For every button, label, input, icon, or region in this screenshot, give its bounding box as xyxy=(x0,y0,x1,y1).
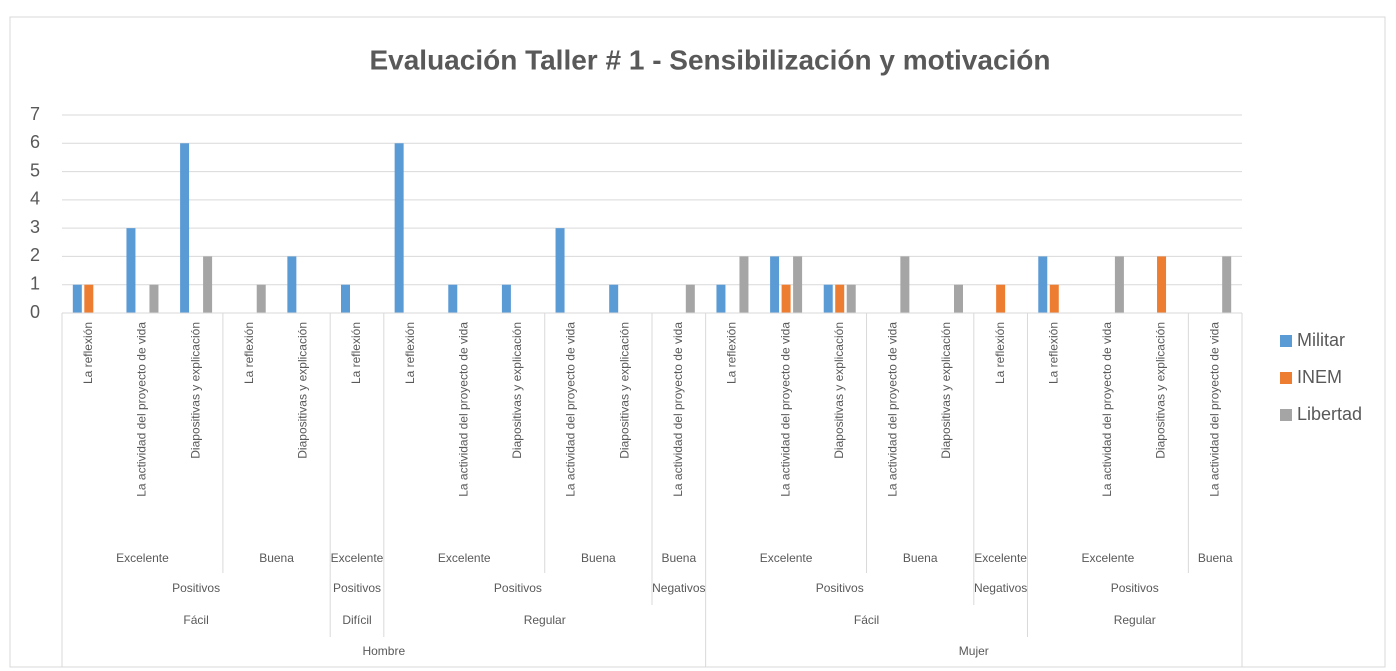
group-label: Positivos xyxy=(333,581,381,595)
group-label: Excelente xyxy=(760,551,813,565)
legend-label: INEM xyxy=(1297,367,1342,387)
group-label: Excelente xyxy=(438,551,491,565)
bar xyxy=(555,228,565,313)
x-tick-label: La actividad del proyecto de vida xyxy=(778,322,792,497)
bar xyxy=(126,228,136,313)
group-label: Negativos xyxy=(652,581,705,595)
bar xyxy=(1222,256,1232,313)
x-tick-label: La reflexión xyxy=(1046,322,1060,384)
legend-label: Libertad xyxy=(1297,404,1362,424)
bar xyxy=(501,284,511,313)
x-tick-label: La reflexión xyxy=(81,322,95,384)
legend-swatch xyxy=(1280,335,1292,347)
y-tick-label: 7 xyxy=(30,104,40,124)
group-label: Positivos xyxy=(816,581,864,595)
y-tick-label: 6 xyxy=(30,132,40,152)
group-label: Excelente xyxy=(331,551,384,565)
bar xyxy=(394,143,404,313)
x-tick-label: La actividad del proyecto de vida xyxy=(456,322,470,497)
x-tick-label: Diapositivas y explicación xyxy=(832,322,846,459)
legend-label: Militar xyxy=(1297,330,1345,350)
legend-swatch xyxy=(1280,372,1292,384)
x-tick-label: La reflexión xyxy=(349,322,363,384)
bar xyxy=(900,256,910,313)
x-tick-label: La reflexión xyxy=(725,322,739,384)
bar xyxy=(341,284,350,313)
bar xyxy=(1157,256,1167,313)
x-tick-label: Diapositivas y explicación xyxy=(296,322,310,459)
x-tick-label: La reflexión xyxy=(242,322,256,384)
bar xyxy=(835,284,845,313)
group-label: Positivos xyxy=(1111,581,1159,595)
group-label: Excelente xyxy=(1082,551,1135,565)
group-label: Buena xyxy=(903,551,938,565)
bar xyxy=(739,256,749,313)
group-label: Buena xyxy=(259,551,294,565)
bar xyxy=(846,284,856,313)
bar xyxy=(72,284,82,313)
group-label: Mujer xyxy=(959,644,989,658)
legend-swatch xyxy=(1280,409,1292,421)
bar xyxy=(1038,256,1048,313)
bar xyxy=(448,284,458,313)
group-label: Excelente xyxy=(974,551,1027,565)
bar xyxy=(1114,256,1124,313)
x-tick-label: La actividad del proyecto de vida xyxy=(564,322,578,497)
x-tick-label: La actividad del proyecto de vida xyxy=(886,322,900,497)
x-tick-label: La reflexión xyxy=(993,322,1007,384)
y-tick-label: 4 xyxy=(30,189,40,209)
x-tick-label: Diapositivas y explicación xyxy=(510,322,524,459)
chart-frame xyxy=(9,16,1386,668)
group-label: Buena xyxy=(581,551,616,565)
y-tick-label: 5 xyxy=(30,160,40,180)
group-label: Buena xyxy=(661,551,696,565)
y-tick-label: 1 xyxy=(30,273,40,293)
bar xyxy=(781,284,791,313)
group-label: Positivos xyxy=(494,581,542,595)
bar xyxy=(203,256,213,313)
bar xyxy=(84,284,94,313)
group-label: Fácil xyxy=(854,613,879,627)
y-tick-label: 0 xyxy=(30,302,40,322)
group-label: Fácil xyxy=(183,613,208,627)
bar xyxy=(716,284,726,313)
bar xyxy=(1049,284,1059,313)
x-tick-label: Diapositivas y explicación xyxy=(188,322,202,459)
x-tick-label: Diapositivas y explicación xyxy=(1154,322,1168,459)
bar xyxy=(149,284,159,313)
x-tick-label: La actividad del proyecto de vida xyxy=(1100,322,1114,497)
y-tick-label: 2 xyxy=(30,245,40,265)
y-tick-label: 3 xyxy=(30,217,40,237)
x-tick-label: Diapositivas y explicación xyxy=(617,322,631,459)
x-tick-label: La reflexión xyxy=(403,322,417,384)
bar xyxy=(685,284,695,313)
bar xyxy=(770,256,780,313)
group-label: Regular xyxy=(1114,613,1156,627)
bar xyxy=(256,284,266,313)
bar xyxy=(823,284,833,313)
group-label: Difícil xyxy=(342,613,371,627)
bar xyxy=(180,143,190,313)
group-label: Buena xyxy=(1198,551,1233,565)
x-tick-label: La actividad del proyecto de vida xyxy=(135,322,149,497)
chart-title: Evaluación Taller # 1 - Sensibilización … xyxy=(369,44,1050,75)
group-label: Negativos xyxy=(974,581,1027,595)
bar xyxy=(996,284,1006,313)
group-label: Positivos xyxy=(172,581,220,595)
x-tick-label: Diapositivas y explicación xyxy=(939,322,953,459)
bar xyxy=(609,284,619,313)
group-label: Excelente xyxy=(116,551,169,565)
bar xyxy=(287,256,297,313)
bar xyxy=(793,256,803,313)
group-label: Hombre xyxy=(362,644,405,658)
x-tick-label: La actividad del proyecto de vida xyxy=(671,322,685,497)
bar xyxy=(954,284,963,313)
x-tick-label: La actividad del proyecto de vida xyxy=(1207,322,1221,497)
group-label: Regular xyxy=(524,613,566,627)
